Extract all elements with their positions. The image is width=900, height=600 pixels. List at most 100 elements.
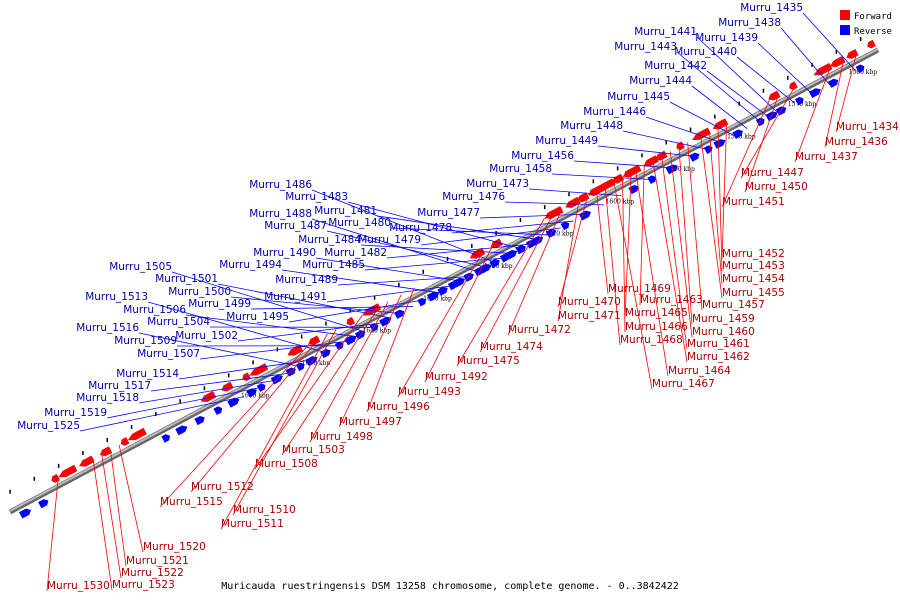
reverse-leader [376,215,539,240]
gene-shadow [19,508,28,516]
forward-leader [622,176,626,333]
feature-marker [252,360,254,365]
tick-label: 1570 kbp [788,101,817,108]
forward-leader [309,301,389,443]
forward-leader [190,338,320,493]
forward-gene-label: Murru_1455 [722,287,785,299]
reverse-gene-label: Murru_1501 [155,273,218,285]
reverse-leader [217,283,392,319]
forward-gene-label: Murru_1472 [508,324,571,336]
forward-gene-label: Murru_1523 [112,579,175,591]
reverse-leader [171,271,366,333]
gene-shadow [828,78,836,85]
gene-shadow [463,272,472,279]
reverse-leader [315,257,461,282]
reverse-gene-label: Murru_1476 [442,191,505,203]
gene-shadow [62,464,77,474]
reverse-leader [326,285,453,303]
gene-shadow [696,127,710,137]
feature-marker [519,218,522,223]
gene-shadow [590,187,597,194]
forward-leader [92,458,113,591]
tick-label: 1610 kbp [545,231,574,238]
reverse-leader [250,306,414,310]
gene-shadow [657,150,667,158]
gene-shadow [568,196,580,205]
reverse-leader [178,359,314,380]
reverse-gene-label: Murru_1445 [607,91,670,103]
feature-marker [130,425,133,430]
reverse-leader [288,299,427,323]
gene-shadow [253,363,267,373]
forward-leader [479,213,554,353]
forward-gene-label: Murru_1465 [625,307,688,319]
forward-gene-label: Murru_1459 [692,313,755,325]
gene-shadow [579,192,589,199]
forward-gene-label: Murru_1471 [558,310,621,322]
reverse-leader [696,36,778,113]
reverse-leader [390,227,548,236]
forward-leader [424,246,493,383]
reverse-leader [706,70,770,118]
forward-gene-label: Murru_1447 [741,167,804,179]
reverse-gene-label: Murru_1486 [249,179,312,191]
feature-marker [398,282,400,287]
reverse-gene-label: Murru_1448 [560,120,623,132]
forward-gene-label: Murru_1512 [191,481,254,493]
forward-leader [639,165,645,306]
legend-forward-swatch [840,10,850,20]
gene-shadow [285,367,294,374]
feature-marker [325,321,327,326]
gene-shadow [775,106,784,113]
gene-shadow [833,56,845,64]
feature-marker [446,256,449,261]
feature-marker [665,140,667,145]
legend-forward-label: Forward [854,12,892,22]
forward-gene-label: Murru_1496 [367,401,430,413]
forward-leader [507,209,563,336]
reverse-gene-label: Murru_1525 [17,420,80,432]
legend-reverse-swatch [840,25,850,35]
gene-shadow [625,169,632,175]
reverse-gene-label: Murru_1449 [535,135,598,147]
gene-shadow [560,221,568,227]
reverse-leader [780,27,830,86]
reverse-leader [669,101,735,136]
reverse-gene-label: Murru_1517 [88,380,151,392]
reverse-gene-label: Murru_1444 [629,75,692,87]
reverse-leader [106,386,262,419]
gene-shadow [227,397,237,405]
reverse-leader [138,380,275,404]
gene-shadow [310,335,320,343]
gene-shadow [394,309,402,316]
reverse-leader [230,296,401,314]
reverse-gene-label: Murru_1483 [285,191,348,203]
forward-leader [624,172,632,319]
reverse-leader [237,322,383,342]
reverse-leader [347,201,522,250]
reverse-leader [676,51,761,123]
forward-gene-label: Murru_1498 [310,431,373,443]
reverse-gene-label: Murru_1488 [249,208,312,220]
forward-leader [281,306,380,456]
gene-shadow [677,141,684,147]
gene-shadow [545,228,554,235]
gene-shadow [795,96,802,103]
forward-leader [604,186,621,346]
reverse-gene-label: Murru_1499 [188,298,251,310]
forward-gene-label: Murru_1437 [795,151,858,163]
reverse-gene-label: Murru_1514 [116,368,179,380]
axis-highlight [9,48,879,512]
reverse-gene-label: Murru_1519 [44,407,107,419]
feature-marker [592,179,595,184]
forward-gene-label: Murru_1467 [652,378,715,390]
gene-shadow [614,173,623,181]
forward-leader [110,449,127,567]
reverse-gene-label: Murru_1441 [634,26,697,38]
forward-leader [708,130,723,285]
gene-shadow [243,372,250,378]
reverse-gene-label: Murru_1516 [76,322,139,334]
gene-shadow [366,303,380,313]
forward-gene-label: Murru_1474 [480,341,543,353]
